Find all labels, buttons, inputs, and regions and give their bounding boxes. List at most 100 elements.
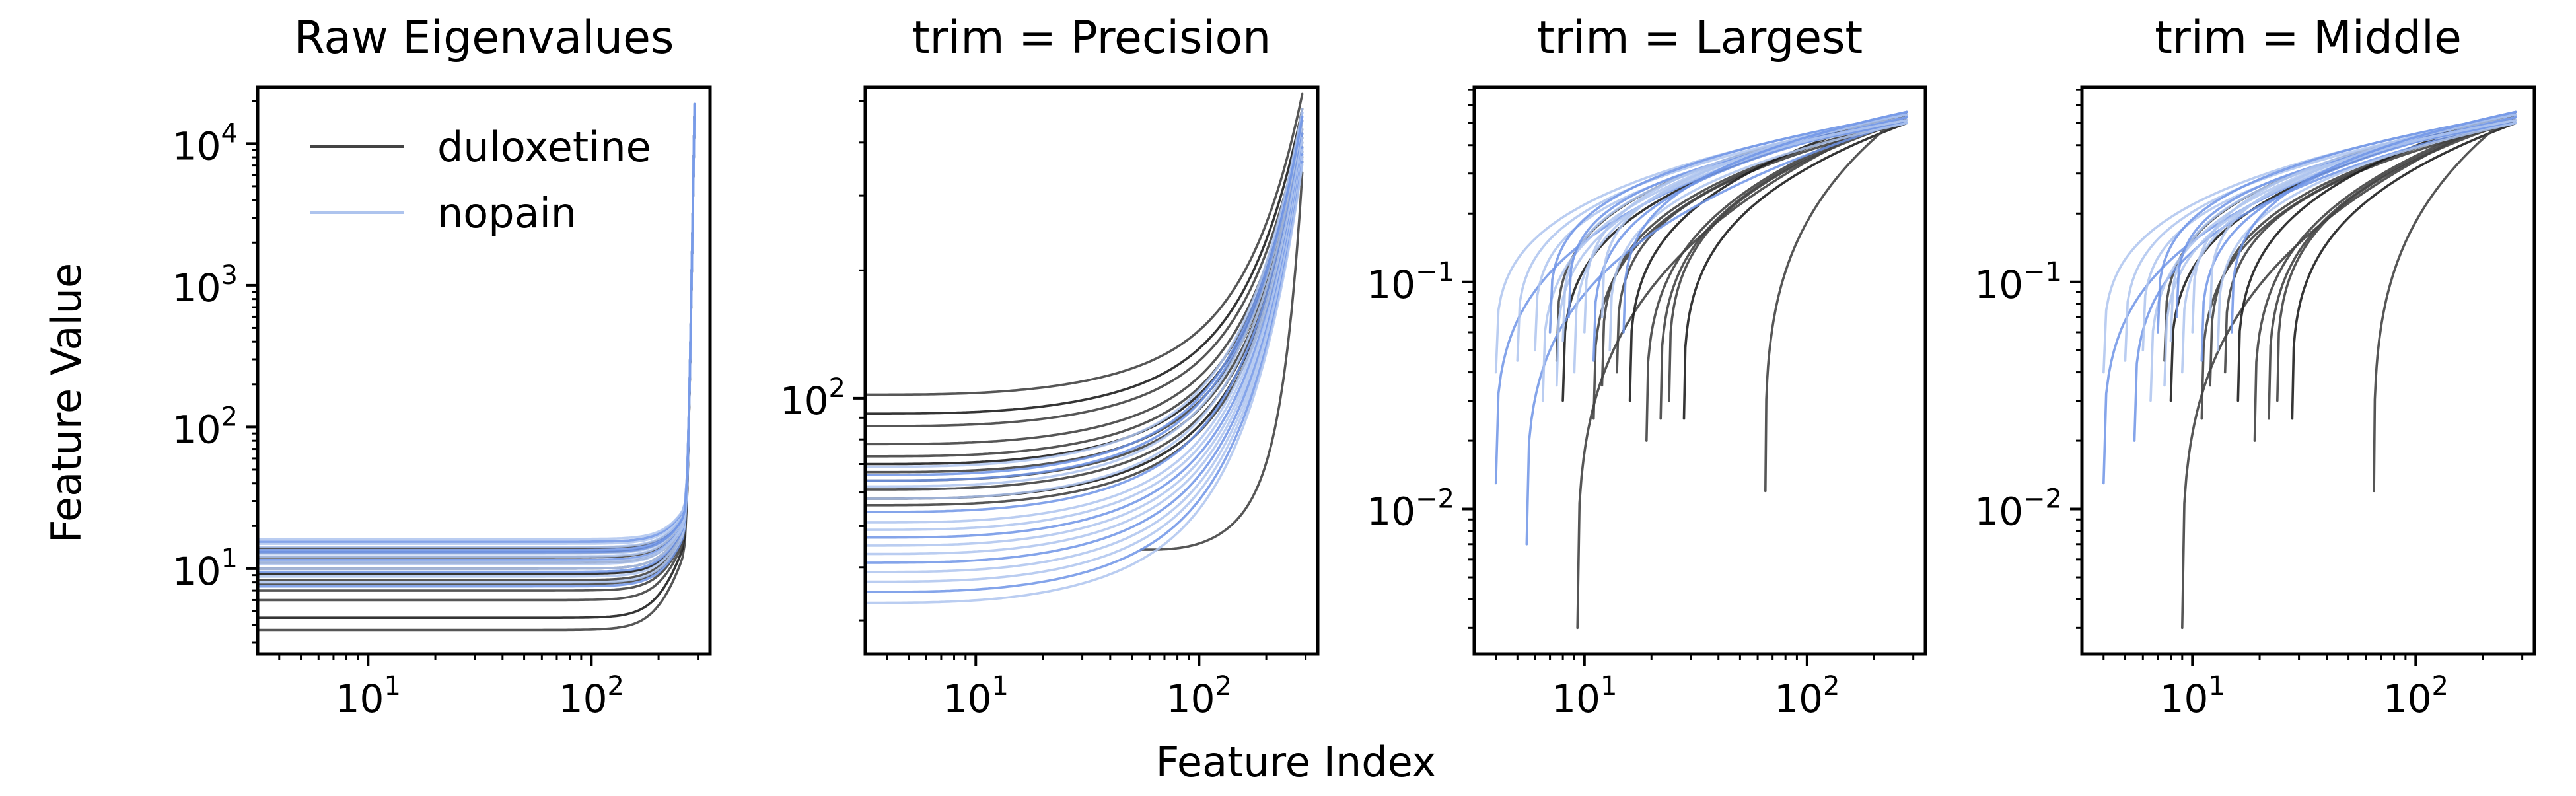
series-line-nopain [1608, 122, 1908, 352]
legend-label-duloxetine: duloxetine [437, 123, 651, 171]
series-line-duloxetine [2181, 110, 2517, 630]
x-tick-label: 102 [2383, 671, 2449, 721]
series-line-nopain [258, 102, 696, 584]
series-line-nopain [865, 158, 1304, 583]
series-line-duloxetine [258, 102, 696, 602]
legend: duloxetine nopain [310, 123, 651, 237]
series-line-duloxetine [1592, 116, 1908, 420]
y-axis-label: Feature Value [42, 263, 90, 543]
series-line-nopain [258, 102, 696, 565]
y-tick-label: 10−2 [1974, 484, 2062, 534]
series-line-nopain [258, 102, 696, 561]
series-line-duloxetine [2276, 119, 2517, 402]
series-line-nopain [865, 151, 1304, 556]
panel-title: Raw Eigenvalues [294, 12, 674, 64]
y-tick-label: 102 [780, 373, 845, 423]
plot-area [2102, 110, 2517, 630]
series-line-nopain [2231, 110, 2517, 334]
series-line-duloxetine [258, 102, 696, 554]
series-line-duloxetine [258, 102, 696, 619]
panel-title: trim = Largest [1537, 12, 1863, 64]
panel-title: trim = Precision [912, 12, 1271, 64]
x-tick-label: 101 [1552, 671, 1617, 721]
series-line-nopain [865, 148, 1304, 547]
x-tick-label: 101 [943, 671, 1009, 721]
series-line-nopain [865, 141, 1304, 531]
series-line-duloxetine [258, 102, 696, 559]
series-line-nopain [865, 120, 1304, 488]
series-line-nopain [258, 102, 696, 558]
series-line-duloxetine [1764, 110, 1908, 493]
series-line-nopain [258, 102, 696, 552]
y-tick-label: 10−2 [1367, 484, 1454, 534]
panel-title: trim = Middle [2155, 12, 2462, 64]
axes-frame [863, 85, 1320, 656]
series-line-duloxetine [2200, 116, 2517, 420]
y-tick-label: 104 [172, 118, 238, 168]
series-line-nopain [865, 112, 1304, 476]
series-line-duloxetine [258, 102, 696, 581]
panel-2: trim = Precision 101 102 102 [780, 12, 1320, 721]
panel-1: Raw Eigenvalues 101 102 101 102 103 104 [172, 12, 712, 721]
series-line-duloxetine [865, 151, 1304, 491]
x-tick-label: 101 [336, 671, 401, 721]
x-axis-label: Feature Index [1156, 738, 1437, 786]
panel-3: trim = Largest 101 102 10−2 10−1 [1367, 12, 1927, 721]
y-tick-label: 102 [172, 402, 238, 452]
series-line-duloxetine [1616, 122, 1908, 374]
series-line-nopain [1525, 119, 1908, 546]
panels: Raw Eigenvalues 101 102 101 102 103 104 trim = … [172, 12, 2536, 721]
series-line-nopain [258, 102, 696, 545]
series-line-nopain [258, 102, 696, 554]
y-tick-label: 10−1 [1974, 257, 2062, 307]
series-line-duloxetine [258, 102, 696, 570]
series-line-duloxetine [865, 92, 1304, 396]
series-line-nopain [258, 102, 696, 555]
series-line-duloxetine [1139, 171, 1304, 551]
panel-4: trim = Middle 101 102 10−2 10−1 [1974, 12, 2536, 721]
series-line-nopain [258, 102, 696, 573]
series-line-nopain [258, 102, 696, 563]
y-tick-label: 101 [172, 544, 238, 594]
series-line-nopain [1516, 116, 1908, 362]
series-line-nopain [2217, 122, 2517, 352]
series-line-nopain [865, 132, 1304, 513]
x-tick-label: 102 [1166, 671, 1232, 721]
series-line-nopain [2175, 122, 2517, 318]
x-tick-label: 101 [2160, 671, 2225, 721]
series-line-nopain [258, 102, 696, 578]
series-line-nopain [865, 153, 1304, 564]
series-line-nopain [865, 108, 1304, 468]
series-line-nopain [2124, 116, 2517, 362]
legend-label-nopain: nopain [437, 189, 577, 237]
series-line-duloxetine [865, 127, 1304, 446]
axes-frame [1472, 85, 1927, 656]
y-tick-label: 103 [172, 260, 238, 310]
series-line-duloxetine [865, 108, 1304, 415]
series-line-nopain [865, 146, 1304, 539]
series-line-duloxetine [258, 102, 696, 585]
series-line-nopain [258, 102, 696, 570]
series-line-duloxetine [2373, 110, 2517, 493]
series-line-duloxetine [258, 102, 696, 575]
plot-area [1494, 110, 1908, 630]
series-line-nopain [865, 137, 1304, 524]
series-line-duloxetine [865, 141, 1304, 474]
series-line-nopain [258, 102, 696, 588]
series-line-nopain [865, 161, 1304, 593]
series-line-nopain [865, 116, 1304, 482]
series-line-nopain [1622, 110, 1908, 334]
x-tick-label: 102 [559, 671, 624, 721]
series-line-nopain [865, 163, 1304, 604]
series-line-nopain [865, 155, 1304, 573]
plot-area [258, 102, 696, 632]
series-line-duloxetine [258, 102, 696, 592]
plot-area [865, 92, 1304, 604]
axes-frame [256, 85, 712, 656]
series-line-nopain [1567, 122, 1908, 318]
y-tick-label: 10−1 [1367, 257, 1454, 307]
series-line-nopain [258, 102, 696, 540]
series-line-duloxetine [865, 161, 1304, 507]
